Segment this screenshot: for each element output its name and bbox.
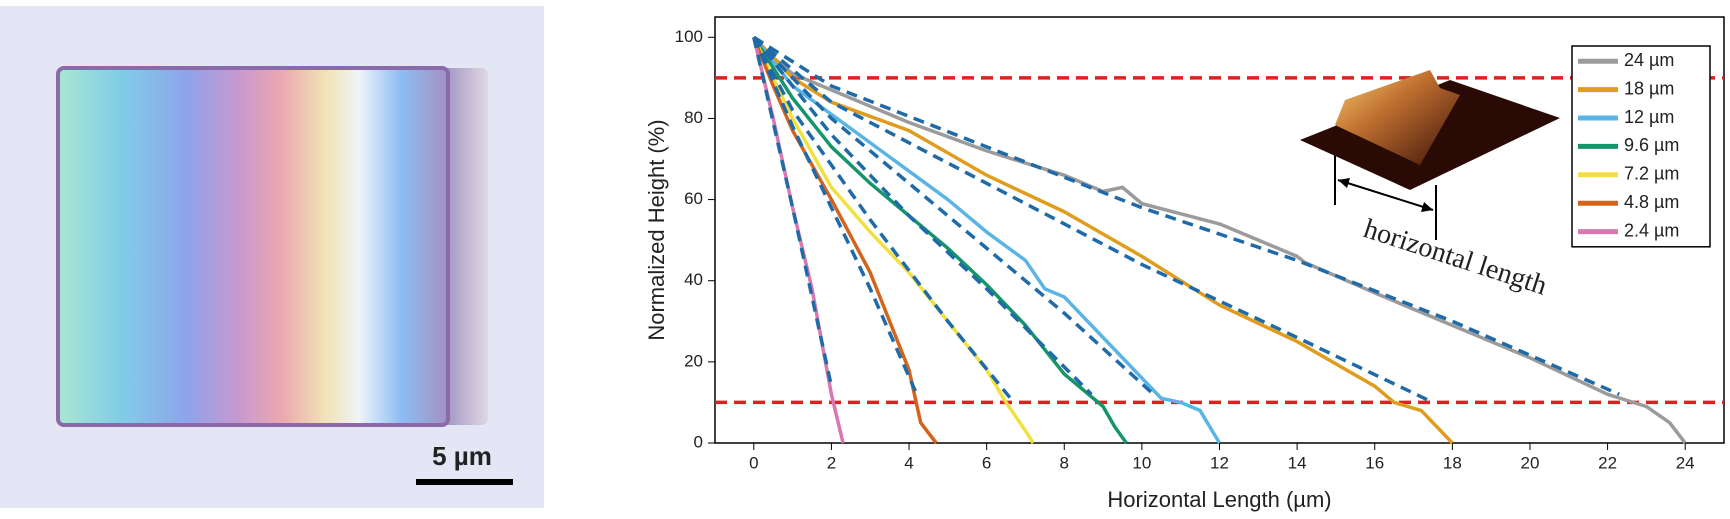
scale-bar-label: 5 µm xyxy=(432,441,492,471)
x-tick-label: 18 xyxy=(1443,453,1462,472)
x-tick-label: 0 xyxy=(749,453,758,472)
data-line xyxy=(752,36,1128,445)
data-line xyxy=(752,36,1222,444)
film-edge xyxy=(56,66,450,427)
inset-annotation: horizontal length xyxy=(1360,213,1551,301)
x-tick-label: 4 xyxy=(904,453,913,472)
y-tick-label: 80 xyxy=(684,108,703,127)
y-tick-label: 0 xyxy=(694,432,703,451)
y-axis-label: Normalized Height (%) xyxy=(644,119,669,340)
fit-line xyxy=(752,36,1093,396)
legend-label: 4.8 µm xyxy=(1624,192,1679,212)
x-tick-label: 22 xyxy=(1598,453,1617,472)
y-tick-label: 100 xyxy=(675,27,703,46)
x-tick-label: 16 xyxy=(1365,453,1384,472)
x-axis-label: Horizontal Length (µm) xyxy=(1107,487,1331,512)
legend-label: 18 µm xyxy=(1624,78,1674,98)
y-tick-label: 20 xyxy=(684,351,703,370)
film xyxy=(58,68,488,425)
fit-line xyxy=(752,36,1155,396)
arrow-head xyxy=(1338,178,1350,188)
inset-arrow xyxy=(1337,179,1434,211)
inset: horizontal length xyxy=(1300,70,1560,302)
fit-line xyxy=(752,35,1620,396)
inset-surface xyxy=(1335,70,1460,165)
x-tick-label: 20 xyxy=(1521,453,1540,472)
x-tick-label: 14 xyxy=(1288,453,1307,472)
fit-line xyxy=(752,36,919,396)
legend-label: 2.4 µm xyxy=(1624,220,1679,240)
legend-label: 12 µm xyxy=(1624,107,1674,127)
y-tick-label: 40 xyxy=(684,270,703,289)
legend-label: 7.2 µm xyxy=(1624,164,1679,184)
x-tick-label: 10 xyxy=(1132,453,1151,472)
fit-line xyxy=(752,36,834,387)
fit-line xyxy=(752,35,1434,405)
data-line xyxy=(752,36,1454,445)
fit-line xyxy=(752,36,1016,404)
legend-label: 9.6 µm xyxy=(1624,135,1679,155)
arrow-head xyxy=(1421,202,1433,212)
y-tick-label: 60 xyxy=(684,189,703,208)
x-tick-label: 2 xyxy=(827,453,836,472)
x-tick-label: 8 xyxy=(1060,453,1069,472)
x-tick-label: 12 xyxy=(1210,453,1229,472)
x-tick-label: 24 xyxy=(1676,453,1695,472)
microscope-image: 5 µm xyxy=(0,6,544,508)
x-tick-label: 6 xyxy=(982,453,991,472)
plot: 0 2 4 6 8 10 12 14 16 18 20 22 24020406080100Horizon… xyxy=(644,16,1725,512)
legend-label: 24 µm xyxy=(1624,50,1674,70)
data-line xyxy=(752,36,1687,445)
data-line xyxy=(752,36,1035,444)
